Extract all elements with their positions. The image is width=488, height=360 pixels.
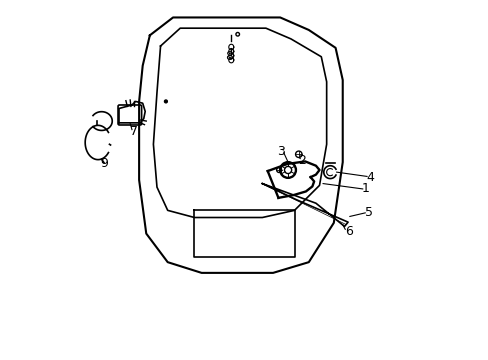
Text: 9: 9 [101,157,108,170]
Circle shape [164,100,167,103]
Text: 4: 4 [366,171,373,184]
Text: 2: 2 [297,154,305,167]
Text: 5: 5 [364,206,372,219]
Text: 8: 8 [225,50,233,63]
Text: 7: 7 [129,125,138,138]
Text: 3: 3 [276,145,285,158]
Text: 1: 1 [361,183,369,195]
Text: 6: 6 [345,225,352,238]
